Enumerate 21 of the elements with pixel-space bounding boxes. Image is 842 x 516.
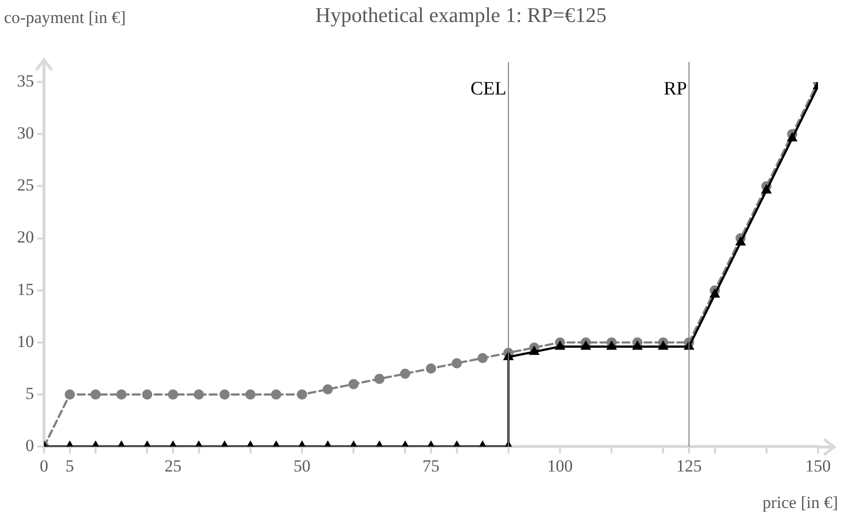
y-tick-label: 0 xyxy=(26,436,34,456)
x-tick-label: 125 xyxy=(676,456,702,476)
x-tick-label: 50 xyxy=(294,456,310,476)
x-tick-label: 0 xyxy=(40,456,48,476)
y-axis-title: co-payment [in €] xyxy=(4,8,126,27)
x-tick-label: 25 xyxy=(164,456,182,476)
y-tick-label: 10 xyxy=(17,332,34,351)
y-tick-label: 35 xyxy=(17,71,34,90)
x-axis-title: price [in €] xyxy=(762,492,838,512)
x-tick-label: 150 xyxy=(805,456,831,476)
y-tick-label: 20 xyxy=(17,228,34,247)
chart-title: Hypothetical example 1: RP=€125 xyxy=(315,3,607,28)
ref-line-label: RP xyxy=(664,78,687,100)
y-tick-label: 25 xyxy=(17,176,34,195)
y-tick-label: 30 xyxy=(17,124,34,143)
x-tick-label: 75 xyxy=(422,456,440,476)
x-tick-label: 5 xyxy=(66,456,74,476)
x-tick-label: 100 xyxy=(547,456,573,476)
y-tick-label: 15 xyxy=(17,280,34,299)
ref-line-label: CEL xyxy=(470,78,506,100)
y-tick-label: 5 xyxy=(26,384,34,403)
